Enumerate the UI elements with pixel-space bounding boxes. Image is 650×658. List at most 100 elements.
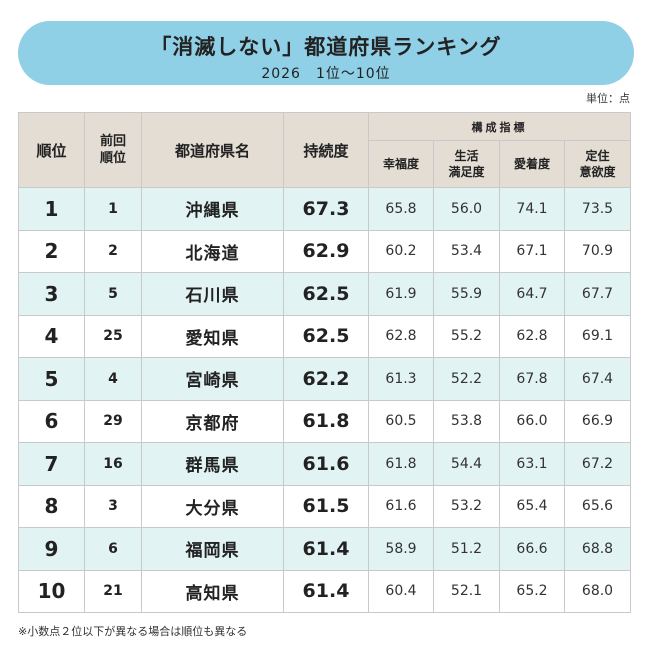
- rank-cell: 3: [18, 272, 85, 316]
- prev-rank-cell: 6: [84, 527, 142, 571]
- settle-intent-cell: 67.7: [564, 272, 631, 316]
- table-row: 6 29 京都府 61.8 60.5 53.8 66.0 66.9: [18, 399, 631, 443]
- sustainability-cell: 62.9: [283, 229, 369, 273]
- sustainability-cell: 61.8: [283, 399, 369, 443]
- title-banner: 「消滅しない」都道府県ランキング 2026 1位～10位: [18, 21, 634, 85]
- prefecture-cell: 福岡県: [141, 527, 284, 571]
- life-satisfaction-cell: 55.9: [433, 272, 500, 316]
- sustainability-cell: 61.6: [283, 442, 369, 486]
- rank-cell: 10: [18, 569, 85, 613]
- life-satisfaction-cell: 52.1: [433, 569, 500, 613]
- prev-rank-cell: 29: [84, 399, 142, 443]
- attachment-cell: 66.0: [499, 399, 565, 443]
- rank-cell: 7: [18, 442, 85, 486]
- prev-rank-cell: 4: [84, 357, 142, 401]
- prefecture-cell: 宮崎県: [141, 357, 284, 401]
- happiness-cell: 61.6: [368, 484, 434, 528]
- header-happiness: 幸福度: [368, 140, 434, 188]
- header-rank: 順位: [18, 112, 85, 188]
- table-row: 5 4 宮崎県 62.2 61.3 52.2 67.8 67.4: [18, 357, 631, 401]
- header-prev-rank: 前回 順位: [84, 112, 142, 188]
- prev-rank-cell: 2: [84, 229, 142, 273]
- happiness-cell: 65.8: [368, 187, 434, 231]
- sustainability-cell: 62.5: [283, 314, 369, 358]
- happiness-cell: 60.2: [368, 229, 434, 273]
- settle-intent-cell: 66.9: [564, 399, 631, 443]
- attachment-cell: 62.8: [499, 314, 565, 358]
- settle-intent-cell: 67.4: [564, 357, 631, 401]
- rank-cell: 4: [18, 314, 85, 358]
- header-sustainability: 持続度: [283, 112, 369, 188]
- settle-intent-cell: 67.2: [564, 442, 631, 486]
- sustainability-cell: 67.3: [283, 187, 369, 231]
- prefecture-cell: 沖縄県: [141, 187, 284, 231]
- attachment-cell: 66.6: [499, 527, 565, 571]
- sustainability-cell: 61.5: [283, 484, 369, 528]
- life-satisfaction-cell: 51.2: [433, 527, 500, 571]
- happiness-cell: 61.3: [368, 357, 434, 401]
- prefecture-cell: 北海道: [141, 229, 284, 273]
- sustainability-cell: 61.4: [283, 569, 369, 613]
- prefecture-cell: 大分県: [141, 484, 284, 528]
- table-row: 1 1 沖縄県 67.3 65.8 56.0 74.1 73.5: [18, 187, 631, 231]
- header-prefecture: 都道府県名: [141, 112, 284, 188]
- life-satisfaction-cell: 53.8: [433, 399, 500, 443]
- prefecture-cell: 京都府: [141, 399, 284, 443]
- life-satisfaction-cell: 55.2: [433, 314, 500, 358]
- settle-intent-cell: 70.9: [564, 229, 631, 273]
- life-satisfaction-cell: 52.2: [433, 357, 500, 401]
- rank-cell: 6: [18, 399, 85, 443]
- prefecture-cell: 石川県: [141, 272, 284, 316]
- attachment-cell: 63.1: [499, 442, 565, 486]
- rank-cell: 1: [18, 187, 85, 231]
- happiness-cell: 58.9: [368, 527, 434, 571]
- attachment-cell: 67.8: [499, 357, 565, 401]
- sustainability-cell: 62.2: [283, 357, 369, 401]
- attachment-cell: 74.1: [499, 187, 565, 231]
- prev-rank-cell: 3: [84, 484, 142, 528]
- rank-cell: 5: [18, 357, 85, 401]
- life-satisfaction-cell: 56.0: [433, 187, 500, 231]
- rank-cell: 9: [18, 527, 85, 571]
- page-title: 「消滅しない」都道府県ランキング: [150, 35, 502, 59]
- page-subtitle: 2026 1位～10位: [261, 66, 391, 82]
- unit-label: 単位：点: [586, 92, 630, 105]
- table-row: 10 21 高知県 61.4 60.4 52.1 65.2 68.0: [18, 569, 631, 613]
- prev-rank-cell: 25: [84, 314, 142, 358]
- prev-rank-cell: 16: [84, 442, 142, 486]
- prev-rank-cell: 21: [84, 569, 142, 613]
- settle-intent-cell: 65.6: [564, 484, 631, 528]
- prefecture-cell: 高知県: [141, 569, 284, 613]
- sustainability-cell: 62.5: [283, 272, 369, 316]
- settle-intent-cell: 68.0: [564, 569, 631, 613]
- attachment-cell: 65.4: [499, 484, 565, 528]
- attachment-cell: 64.7: [499, 272, 565, 316]
- life-satisfaction-cell: 54.4: [433, 442, 500, 486]
- table-row: 7 16 群馬県 61.6 61.8 54.4 63.1 67.2: [18, 442, 631, 486]
- prefecture-cell: 群馬県: [141, 442, 284, 486]
- table-row: 3 5 石川県 62.5 61.9 55.9 64.7 67.7: [18, 272, 631, 316]
- footnote: ※小数点２位以下が異なる場合は順位も異なる: [18, 625, 248, 638]
- happiness-cell: 61.9: [368, 272, 434, 316]
- prefecture-cell: 愛知県: [141, 314, 284, 358]
- settle-intent-cell: 73.5: [564, 187, 631, 231]
- prev-rank-cell: 5: [84, 272, 142, 316]
- rank-cell: 8: [18, 484, 85, 528]
- rank-cell: 2: [18, 229, 85, 273]
- table-row: 8 3 大分県 61.5 61.6 53.2 65.4 65.6: [18, 484, 631, 528]
- happiness-cell: 61.8: [368, 442, 434, 486]
- attachment-cell: 67.1: [499, 229, 565, 273]
- table-row: 4 25 愛知県 62.5 62.8 55.2 62.8 69.1: [18, 314, 631, 358]
- life-satisfaction-cell: 53.4: [433, 229, 500, 273]
- settle-intent-cell: 68.8: [564, 527, 631, 571]
- header-settle-intent: 定住 意欲度: [564, 140, 631, 188]
- happiness-cell: 60.5: [368, 399, 434, 443]
- table-row: 2 2 北海道 62.9 60.2 53.4 67.1 70.9: [18, 229, 631, 273]
- header-life-satisfaction: 生活 満足度: [433, 140, 500, 188]
- settle-intent-cell: 69.1: [564, 314, 631, 358]
- ranking-table: 順位 前回 順位 都道府県名 持続度 構成指標 幸福度 生活 満足度 愛着度 定…: [18, 112, 631, 613]
- sustainability-cell: 61.4: [283, 527, 369, 571]
- header-attachment: 愛着度: [499, 140, 565, 188]
- table-row: 9 6 福岡県 61.4 58.9 51.2 66.6 68.8: [18, 527, 631, 571]
- header-indicator-group: 構成指標: [368, 112, 631, 141]
